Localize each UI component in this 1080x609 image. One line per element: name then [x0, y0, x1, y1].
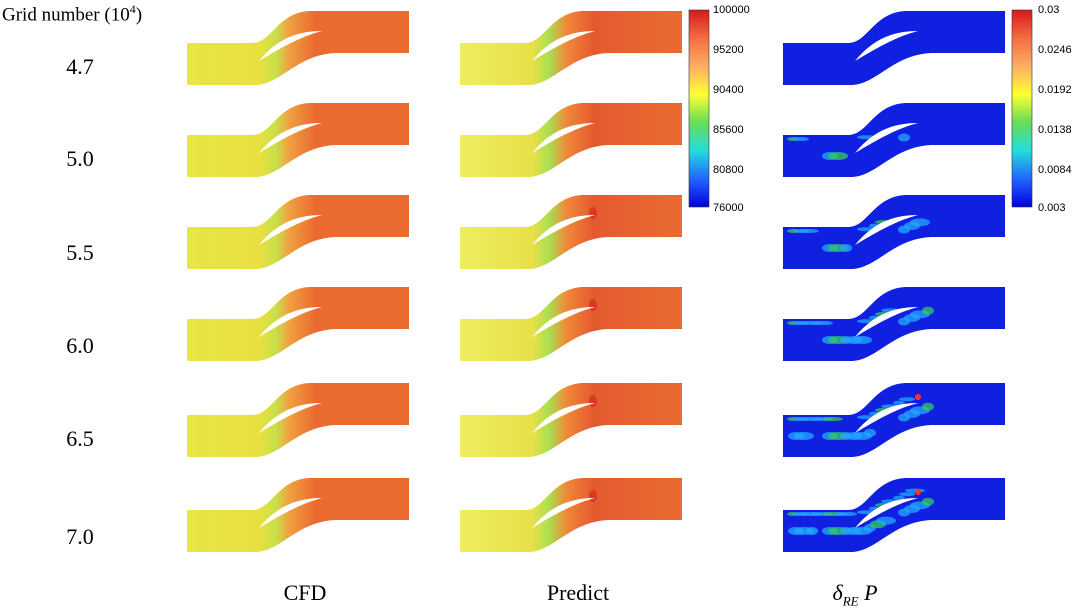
- pressure-tick-5: 80800: [713, 164, 744, 176]
- pressure-tick-1: 100000: [713, 4, 750, 16]
- delta-blade-6: [855, 498, 918, 528]
- predict-contour-2: [460, 103, 682, 177]
- delta-blade-5: [855, 403, 918, 433]
- delta-contour-5: [783, 383, 1005, 457]
- pressure-tick-2: 95200: [713, 44, 744, 56]
- predict-contour-5: [460, 383, 682, 457]
- delta-contour-6: [783, 478, 1005, 552]
- delta-subscript: RE: [842, 593, 859, 609]
- delta-symbol: δ: [832, 580, 843, 605]
- cfd-blade-6: [259, 498, 322, 528]
- cfd-blade-2: [259, 123, 322, 153]
- row-label-2: 5.0: [66, 146, 94, 171]
- predict-contour-1: [460, 11, 682, 85]
- grid-number-title: Grid number (104): [2, 2, 142, 26]
- grid-title-main: Grid number (10: [2, 4, 130, 26]
- predict-blade-3: [532, 215, 595, 245]
- delta-blade-1: [855, 31, 918, 61]
- grid-title-exponent: 4: [129, 2, 136, 16]
- error-tick-3: 0.0192: [1038, 84, 1072, 96]
- row-label-5: 6.5: [66, 426, 94, 451]
- predict-blade-4: [532, 307, 595, 337]
- error-colorbar: [1011, 9, 1033, 208]
- error-tick-6: 0.003: [1038, 202, 1066, 214]
- column-label-delta: δRE P: [755, 580, 955, 609]
- error-tick-5: 0.0084: [1038, 164, 1072, 176]
- cfd-contour-3: [187, 195, 409, 269]
- cfd-blade-4: [259, 307, 322, 337]
- pressure-tick-6: 76000: [713, 202, 744, 214]
- predict-contour-3: [460, 195, 682, 269]
- predict-blade-6: [532, 498, 595, 528]
- error-tick-1: 0.03: [1038, 4, 1060, 16]
- delta-variable: P: [858, 580, 878, 605]
- delta-contour-4: [783, 287, 1005, 361]
- delta-contour-1: [783, 11, 1005, 85]
- delta-contour-3: [783, 195, 1005, 269]
- delta-blade-3: [855, 215, 918, 245]
- row-label-1: 4.7: [66, 54, 94, 79]
- error-tick-4: 0.0138: [1038, 124, 1072, 136]
- row-label-4: 6.0: [66, 333, 94, 358]
- column-label-predict: Predict: [546, 580, 610, 605]
- cfd-contour-5: [187, 383, 409, 457]
- predict-blade-1: [532, 31, 595, 61]
- delta-blade-4: [855, 307, 918, 337]
- row-label-6: 7.0: [66, 524, 94, 549]
- pressure-tick-3: 90400: [713, 84, 744, 96]
- row-label-3: 5.5: [66, 240, 94, 265]
- cfd-blade-5: [259, 403, 322, 433]
- predict-contour-6: [460, 478, 682, 552]
- cfd-contour-6: [187, 478, 409, 552]
- predict-blade-5: [532, 403, 595, 433]
- predict-contour-4: [460, 287, 682, 361]
- cfd-blade-1: [259, 31, 322, 61]
- predict-blade-2: [532, 123, 595, 153]
- cfd-contour-1: [187, 11, 409, 85]
- delta-blade-2: [855, 123, 918, 153]
- error-tick-2: 0.0246: [1038, 44, 1072, 56]
- column-label-cfd: CFD: [283, 580, 327, 605]
- cfd-contour-2: [187, 103, 409, 177]
- grid-title-close: ): [135, 4, 143, 26]
- pressure-tick-4: 85600: [713, 124, 744, 136]
- pressure-colorbar: [688, 9, 710, 208]
- cfd-contour-4: [187, 287, 409, 361]
- cfd-blade-3: [259, 215, 322, 245]
- delta-contour-2: [783, 103, 1005, 177]
